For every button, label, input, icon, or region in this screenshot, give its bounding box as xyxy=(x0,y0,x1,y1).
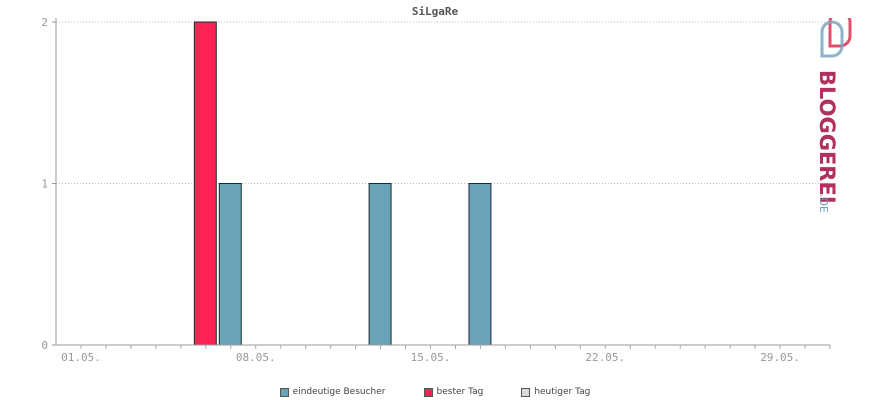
legend-swatch-best-day xyxy=(423,387,433,397)
grid-lines xyxy=(56,21,830,184)
legend-item-best-day: bester Tag xyxy=(423,385,484,399)
legend-swatch-visitors xyxy=(279,387,289,397)
x-tick-label: 29.05. xyxy=(760,351,800,364)
legend-item-today: heutiger Tag xyxy=(521,385,590,399)
bar xyxy=(468,183,492,346)
x-tick-label: 01.05. xyxy=(61,351,101,364)
bar xyxy=(193,21,217,346)
y-tick-label: 0 xyxy=(41,339,48,352)
x-tick-label: 08.05. xyxy=(236,351,276,364)
legend: eindeutige Besucher bester Tag heutiger … xyxy=(0,385,870,399)
legend-swatch-today xyxy=(521,387,531,397)
speech-bubble-icon xyxy=(820,10,852,58)
legend-label-today: heutiger Tag xyxy=(534,387,591,397)
bar xyxy=(368,183,392,346)
brand-name: BLOGGEREI xyxy=(815,70,839,204)
bar xyxy=(218,183,242,346)
brand-suffix: .DE xyxy=(817,194,830,213)
x-tick-label: 22.05. xyxy=(585,351,625,364)
x-tick-label: 15.05. xyxy=(411,351,451,364)
legend-label-visitors: eindeutige Besucher xyxy=(292,387,386,397)
bloggerei-logo: BLOGGEREI .DE xyxy=(808,10,866,218)
x-tick-labels: 01.05. 08.05. 15.05. 22.05. 29.05. xyxy=(61,351,800,364)
y-tick-label: 1 xyxy=(41,178,48,191)
chart-title: SiLgaRe xyxy=(412,5,459,18)
legend-label-best-day: bester Tag xyxy=(436,387,484,397)
legend-item-visitors: eindeutige Besucher xyxy=(279,385,386,399)
axes xyxy=(52,18,831,349)
y-tick-label: 2 xyxy=(41,16,48,29)
y-tick-labels: 0 1 2 xyxy=(41,16,48,352)
